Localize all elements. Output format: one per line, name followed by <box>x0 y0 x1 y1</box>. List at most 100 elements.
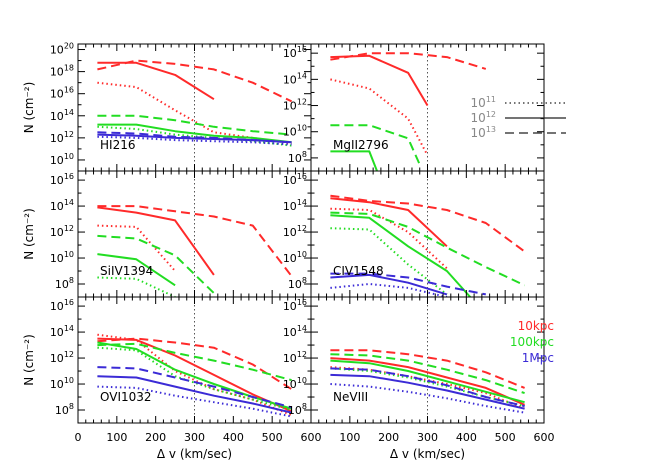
y-tick-label: 108 <box>288 150 307 165</box>
y-tick-label: 1014 <box>283 324 307 339</box>
y-tick-label: 1016 <box>283 45 307 60</box>
series-siiv1394-10kpc-dashed <box>97 205 293 277</box>
x-axis-title: Δ v (km/sec) <box>157 447 232 461</box>
x-tick-label: 500 <box>262 431 283 444</box>
series-hi216-1mpc-dashed <box>97 131 292 144</box>
text-layer: 1010 1012 1014 1016 1018 1020 HI216 N (cm⁻²) 108… <box>22 42 566 461</box>
series-ovi1032-100kpc-dotted <box>97 346 292 411</box>
series-layer <box>97 44 526 423</box>
legend-style-label: 1011 <box>471 95 496 110</box>
panel-hi216 <box>97 44 293 171</box>
x-tick-label: 500 <box>495 431 516 444</box>
y-tick-label: 1016 <box>50 86 74 101</box>
y-tick-label: 108 <box>55 402 74 417</box>
y-tick-label: 1012 <box>283 98 307 113</box>
series-hi216-10kpc-solid <box>97 61 215 101</box>
y-tick-label: 108 <box>288 276 307 291</box>
y-tick-label: 1016 <box>283 172 307 187</box>
panel-siiv1394 <box>97 171 293 297</box>
y-tick-label: 1012 <box>283 224 307 239</box>
y-tick-label: 1010 <box>50 152 74 167</box>
series-ovi1032-1mpc-dashed <box>97 366 292 409</box>
series-siiv1394-10kpc-solid <box>97 206 215 276</box>
x-tick-label: 200 <box>145 431 166 444</box>
y-tick-label: 1010 <box>50 376 74 391</box>
series-siiv1394-100kpc-dashed <box>97 234 215 294</box>
series-neviii-100kpc-solid <box>330 359 525 404</box>
series-civ1548-10kpc-dashed <box>330 194 526 253</box>
series-ovi1032-1mpc-dotted <box>97 385 292 418</box>
series-civ1548-100kpc-solid <box>330 214 471 297</box>
series-civ1548-1mpc-solid <box>330 273 448 296</box>
series-hi216-10kpc-dashed <box>97 59 293 103</box>
x-tick-label: 100 <box>106 431 127 444</box>
series-neviii-1mpc-dashed <box>330 367 525 408</box>
x-tick-label: 400 <box>223 431 244 444</box>
legend-distance-100kpc: 100kpc <box>510 335 554 349</box>
series-neviii-1mpc-dotted <box>330 383 525 414</box>
series-mgii2796-100kpc-solid <box>330 150 378 171</box>
series-hi216-1mpc-dotted <box>97 135 292 146</box>
series-civ1548-10kpc-solid <box>330 197 448 248</box>
y-axis-title: N (cm⁻²) <box>22 82 36 134</box>
axes-layer <box>77 43 545 424</box>
x-tick-label: 300 <box>184 431 205 444</box>
panel-label-mgii2796: MgII2796 <box>333 138 389 152</box>
x-tick-label: 0 <box>75 431 82 444</box>
y-tick-label: 1014 <box>50 324 74 339</box>
y-tick-label: 1014 <box>50 198 74 213</box>
x-tick-label: 600 <box>301 431 322 444</box>
series-mgii2796-10kpc-dashed <box>330 52 487 70</box>
x-axis-title: Δ v (km/sec) <box>390 447 465 461</box>
y-tick-label: 1014 <box>50 108 74 123</box>
series-neviii-100kpc-dashed <box>330 353 525 395</box>
series-neviii-100kpc-dotted <box>330 367 525 408</box>
series-civ1548-100kpc-dashed <box>330 211 526 287</box>
panel-mgii2796 <box>330 44 487 171</box>
x-tick-label: 100 <box>339 431 360 444</box>
panel-neviii <box>330 297 525 423</box>
series-mgii2796-100kpc-dashed <box>330 124 421 165</box>
y-tick-label: 108 <box>288 402 307 417</box>
y-axis-title: N (cm⁻²) <box>22 334 36 386</box>
y-tick-label: 1012 <box>283 350 307 365</box>
y-tick-label: 1010 <box>283 376 307 391</box>
panel-label-neviii: NeVIII <box>333 390 368 404</box>
y-tick-label: 1010 <box>50 250 74 265</box>
panel-civ1548 <box>330 171 526 297</box>
y-tick-label: 1018 <box>50 64 74 79</box>
series-hi216-10kpc-dotted <box>97 81 292 145</box>
series-neviii-1mpc-solid <box>330 373 525 410</box>
legend-style-label: 1013 <box>471 125 496 140</box>
panel-ovi1032 <box>97 297 293 423</box>
y-axis-title: N (cm⁻²) <box>22 208 36 260</box>
panel-label-siiv1394: SiIV1394 <box>100 264 153 278</box>
y-tick-label: 1016 <box>283 298 307 313</box>
series-civ1548-1mpc-dotted <box>330 283 448 297</box>
panel-label-civ1548: CIV1548 <box>333 264 384 278</box>
y-tick-label: 1012 <box>50 350 74 365</box>
series-hi216-100kpc-solid <box>97 123 292 144</box>
series-civ1548-1mpc-dashed <box>330 272 486 296</box>
series-mgii2796-10kpc-solid <box>330 54 429 107</box>
x-tick-label: 400 <box>456 431 477 444</box>
y-tick-label: 1014 <box>283 198 307 213</box>
x-tick-label: 600 <box>534 431 555 444</box>
panel-label-ovi1032: OVI1032 <box>100 390 152 404</box>
y-tick-label: 1016 <box>50 172 74 187</box>
series-neviii-10kpc-solid <box>330 357 525 406</box>
legend-distance-1mpc: 1Mpc <box>522 351 554 365</box>
legend-distance-10kpc: 10kpc <box>518 319 554 333</box>
series-ovi1032-100kpc-dashed <box>97 342 292 382</box>
series-ovi1032-10kpc-dotted <box>97 333 292 417</box>
y-tick-label: 108 <box>55 276 74 291</box>
panel-label-hi216: HI216 <box>100 138 135 152</box>
series-siiv1394-100kpc-solid <box>97 253 176 287</box>
series-ovi1032-1mpc-solid <box>97 375 292 414</box>
series-hi216-100kpc-dotted <box>97 125 292 147</box>
series-civ1548-10kpc-dotted <box>330 207 448 270</box>
series-ovi1032-100kpc-solid <box>97 341 292 410</box>
y-tick-label: 1016 <box>50 298 74 313</box>
panel-frame-civ1548 <box>310 170 545 298</box>
